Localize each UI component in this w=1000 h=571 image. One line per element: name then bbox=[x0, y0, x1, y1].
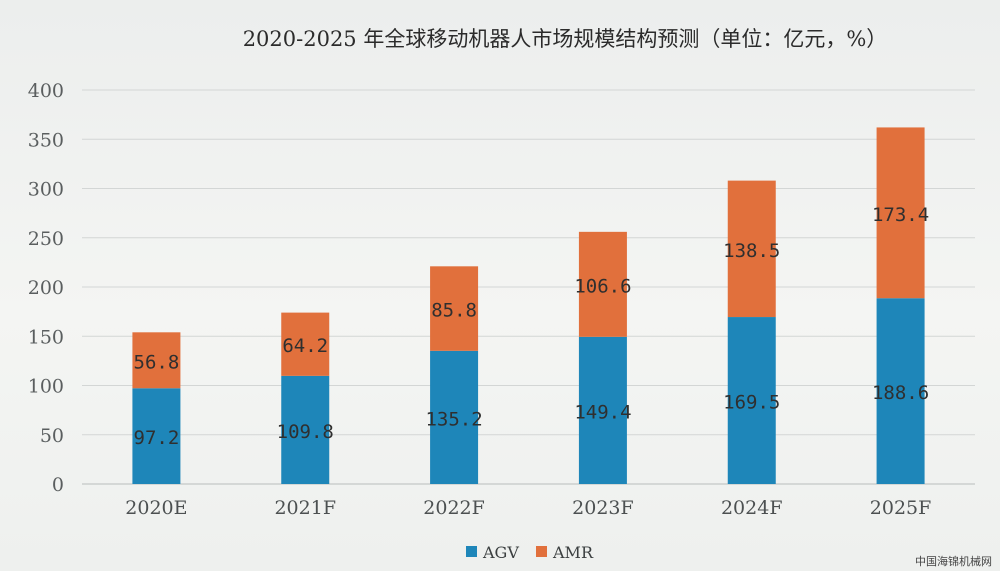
data-label-agv: 169.5 bbox=[723, 392, 780, 414]
bar-segment-agv bbox=[876, 298, 925, 484]
y-tick-label: 400 bbox=[28, 80, 64, 102]
x-tick-label: 2021F bbox=[274, 497, 336, 519]
legend-label-agv: AGV bbox=[482, 543, 519, 562]
data-label-amr: 173.4 bbox=[872, 204, 929, 226]
y-tick-label: 300 bbox=[28, 179, 64, 201]
y-tick-label: 150 bbox=[28, 326, 64, 348]
bar-segment-amr bbox=[578, 231, 627, 337]
legend-label-amr: AMR bbox=[552, 543, 594, 562]
data-labels: 97.2 56.8 109.8 64.2 135.2 85.8 149.4 106.6 169.… bbox=[134, 204, 930, 449]
gridlines bbox=[82, 89, 975, 485]
y-tick-label: 0 bbox=[52, 474, 64, 496]
y-tick-label: 250 bbox=[28, 228, 64, 250]
y-tick-label: 200 bbox=[28, 277, 64, 299]
legend: AGV AMR bbox=[466, 543, 594, 562]
data-label-amr: 85.8 bbox=[431, 300, 477, 322]
bar-segment-amr bbox=[132, 332, 181, 389]
bar-segment-amr bbox=[281, 312, 330, 376]
bar-segment-agv bbox=[727, 317, 776, 484]
data-label-amr: 138.5 bbox=[723, 240, 780, 262]
legend-swatch-amr bbox=[536, 546, 547, 557]
bar-segment-amr bbox=[727, 180, 776, 318]
chart-title: 2020-2025 年全球移动机器人市场规模结构预测（单位：亿元，%） bbox=[243, 27, 888, 51]
data-label-agv: 109.8 bbox=[277, 421, 334, 443]
bar-segment-amr bbox=[876, 127, 925, 299]
bar-segment-agv bbox=[132, 388, 181, 484]
legend-swatch-agv bbox=[466, 546, 477, 557]
x-tick-label: 2024F bbox=[721, 497, 783, 519]
data-label-amr: 56.8 bbox=[134, 351, 180, 373]
data-label-agv: 135.2 bbox=[425, 408, 482, 430]
x-tick-label: 2025F bbox=[870, 497, 932, 519]
y-tick-label: 50 bbox=[40, 425, 64, 447]
data-label-amr: 106.6 bbox=[574, 275, 631, 297]
bar-segment-agv bbox=[578, 336, 627, 484]
bar-segment-amr bbox=[430, 266, 479, 351]
data-label-agv: 97.2 bbox=[134, 427, 180, 449]
data-label-amr: 64.2 bbox=[282, 335, 328, 357]
data-label-agv: 188.6 bbox=[872, 382, 929, 404]
y-tick-label: 100 bbox=[28, 376, 64, 398]
bar-segment-agv bbox=[281, 375, 330, 484]
x-axis-ticks: 2020E 2021F 2022F 2023F 2024F 2025F bbox=[125, 497, 931, 519]
data-label-agv: 149.4 bbox=[574, 401, 631, 423]
x-tick-label: 2023F bbox=[572, 497, 634, 519]
watermark-text: 中国海锦机械网 bbox=[915, 555, 992, 568]
y-axis-ticks: 0 50 100 150 200 250 300 350 400 bbox=[28, 80, 64, 496]
y-tick-label: 350 bbox=[28, 129, 64, 151]
x-tick-label: 2022F bbox=[423, 497, 485, 519]
bar-segment-agv bbox=[430, 350, 479, 484]
x-tick-label: 2020E bbox=[125, 497, 187, 519]
bars bbox=[132, 127, 925, 484]
